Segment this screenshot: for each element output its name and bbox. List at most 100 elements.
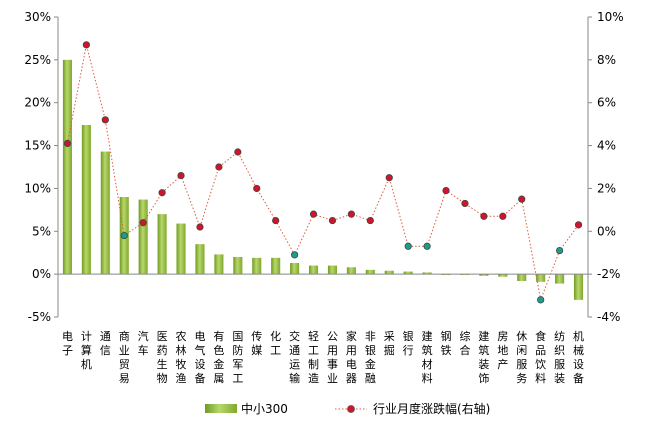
left-tick-label: 25% <box>24 53 51 67</box>
line-point <box>385 174 393 182</box>
bar <box>81 125 91 275</box>
bar-series <box>62 59 584 300</box>
right-tick-label: 6% <box>597 96 616 110</box>
bar <box>271 257 281 275</box>
bar <box>403 271 413 275</box>
line-point <box>272 216 280 225</box>
left-tick-label: 10% <box>24 181 51 195</box>
category-label: 纺织服装 <box>554 329 565 385</box>
line-point <box>253 184 261 193</box>
left-tick-label: 15% <box>24 139 51 153</box>
category-label: 非银金融 <box>365 330 376 385</box>
bar <box>384 270 394 275</box>
bar <box>233 257 243 275</box>
bar <box>536 274 546 282</box>
category-label: 交通运输 <box>289 329 300 385</box>
bar <box>138 199 148 275</box>
line-point <box>63 139 72 148</box>
legend-bar-swatch <box>205 404 237 413</box>
legend-bar-label: 中小300 <box>241 401 288 416</box>
left-tick-label: 30% <box>24 10 51 24</box>
category-label: 传媒 <box>251 330 262 357</box>
bar <box>214 254 224 275</box>
line-point <box>556 246 564 255</box>
line-point <box>120 231 128 240</box>
line-point <box>139 219 147 227</box>
right-tick-label: 8% <box>597 53 616 67</box>
line-point <box>404 242 412 250</box>
right-tick-label: 2% <box>597 181 616 195</box>
right-tick-label: -4% <box>597 310 620 324</box>
legend: 中小300 行业月度涨跌幅(右轴) <box>205 401 490 416</box>
line-point <box>177 171 185 180</box>
category-label: 建筑材料 <box>422 329 433 385</box>
category-label: 轻工制造 <box>308 329 319 385</box>
bar <box>100 151 110 275</box>
line-point <box>537 296 545 304</box>
category-label: 房地产 <box>497 330 508 371</box>
category-label: 电子 <box>62 330 73 357</box>
bar <box>176 223 186 275</box>
bar <box>252 257 262 275</box>
bar <box>290 263 300 275</box>
line-point <box>499 212 507 220</box>
category-label: 钢铁 <box>441 330 452 357</box>
line-point <box>309 210 318 218</box>
bar <box>365 269 375 275</box>
line-point <box>82 41 90 49</box>
axes: -5% 0% 5% 10% 15% 20% 25% 30% -4% -2% 0% 2% 4% 6% 8% 10… <box>24 10 623 385</box>
bar <box>517 274 527 281</box>
left-tick-label: 20% <box>24 96 51 110</box>
line-point <box>423 242 431 250</box>
category-label: 医药生物 <box>157 330 168 385</box>
bar <box>479 274 489 276</box>
right-tick-label: 4% <box>597 139 616 153</box>
line-point <box>234 148 242 156</box>
legend-line-label: 行业月度涨跌幅(右轴) <box>373 401 490 416</box>
line-point <box>291 251 299 259</box>
category-label: 公用事业 <box>327 330 338 385</box>
right-tick-label: 0% <box>597 224 616 238</box>
line-point <box>101 116 109 124</box>
line-point <box>347 210 355 218</box>
category-label: 电气设备 <box>194 330 205 385</box>
category-label: 化工 <box>270 329 281 357</box>
line-point <box>366 216 374 225</box>
category-label: 休闲服务 <box>516 330 527 385</box>
line-point <box>574 221 583 229</box>
category-label: 银行 <box>403 329 414 357</box>
right-tick-label: -2% <box>597 267 620 281</box>
line-series <box>63 41 583 304</box>
category-label: 采掘 <box>384 330 395 357</box>
bar <box>555 274 565 284</box>
category-label: 机械设备 <box>573 329 584 385</box>
category-label: 农林牧渔 <box>176 329 187 385</box>
line-point <box>196 223 204 231</box>
bar <box>157 214 167 275</box>
category-label: 综合 <box>459 329 470 357</box>
category-label: 建筑装饰 <box>478 329 489 385</box>
bar <box>308 265 319 275</box>
bar <box>195 244 205 275</box>
left-tick-label: 0% <box>32 267 51 281</box>
left-tick-label: 5% <box>32 224 51 238</box>
category-label: 国防军工 <box>232 330 243 385</box>
category-label: 商业贸易 <box>119 329 130 385</box>
legend-line-marker <box>347 405 355 413</box>
category-label: 通信 <box>100 330 111 357</box>
line-point <box>480 212 488 220</box>
category-label: 食品饮料 <box>535 329 546 385</box>
line-point <box>461 199 469 208</box>
line-point <box>442 186 450 195</box>
line-point <box>158 189 166 197</box>
category-label: 有色金属 <box>213 329 224 385</box>
category-label: 计算机 <box>81 330 92 371</box>
bar <box>573 274 584 300</box>
line-point <box>328 216 337 225</box>
bar <box>62 59 73 275</box>
line-point <box>215 163 223 171</box>
bar <box>346 267 356 275</box>
right-tick-label: 10% <box>597 10 624 24</box>
